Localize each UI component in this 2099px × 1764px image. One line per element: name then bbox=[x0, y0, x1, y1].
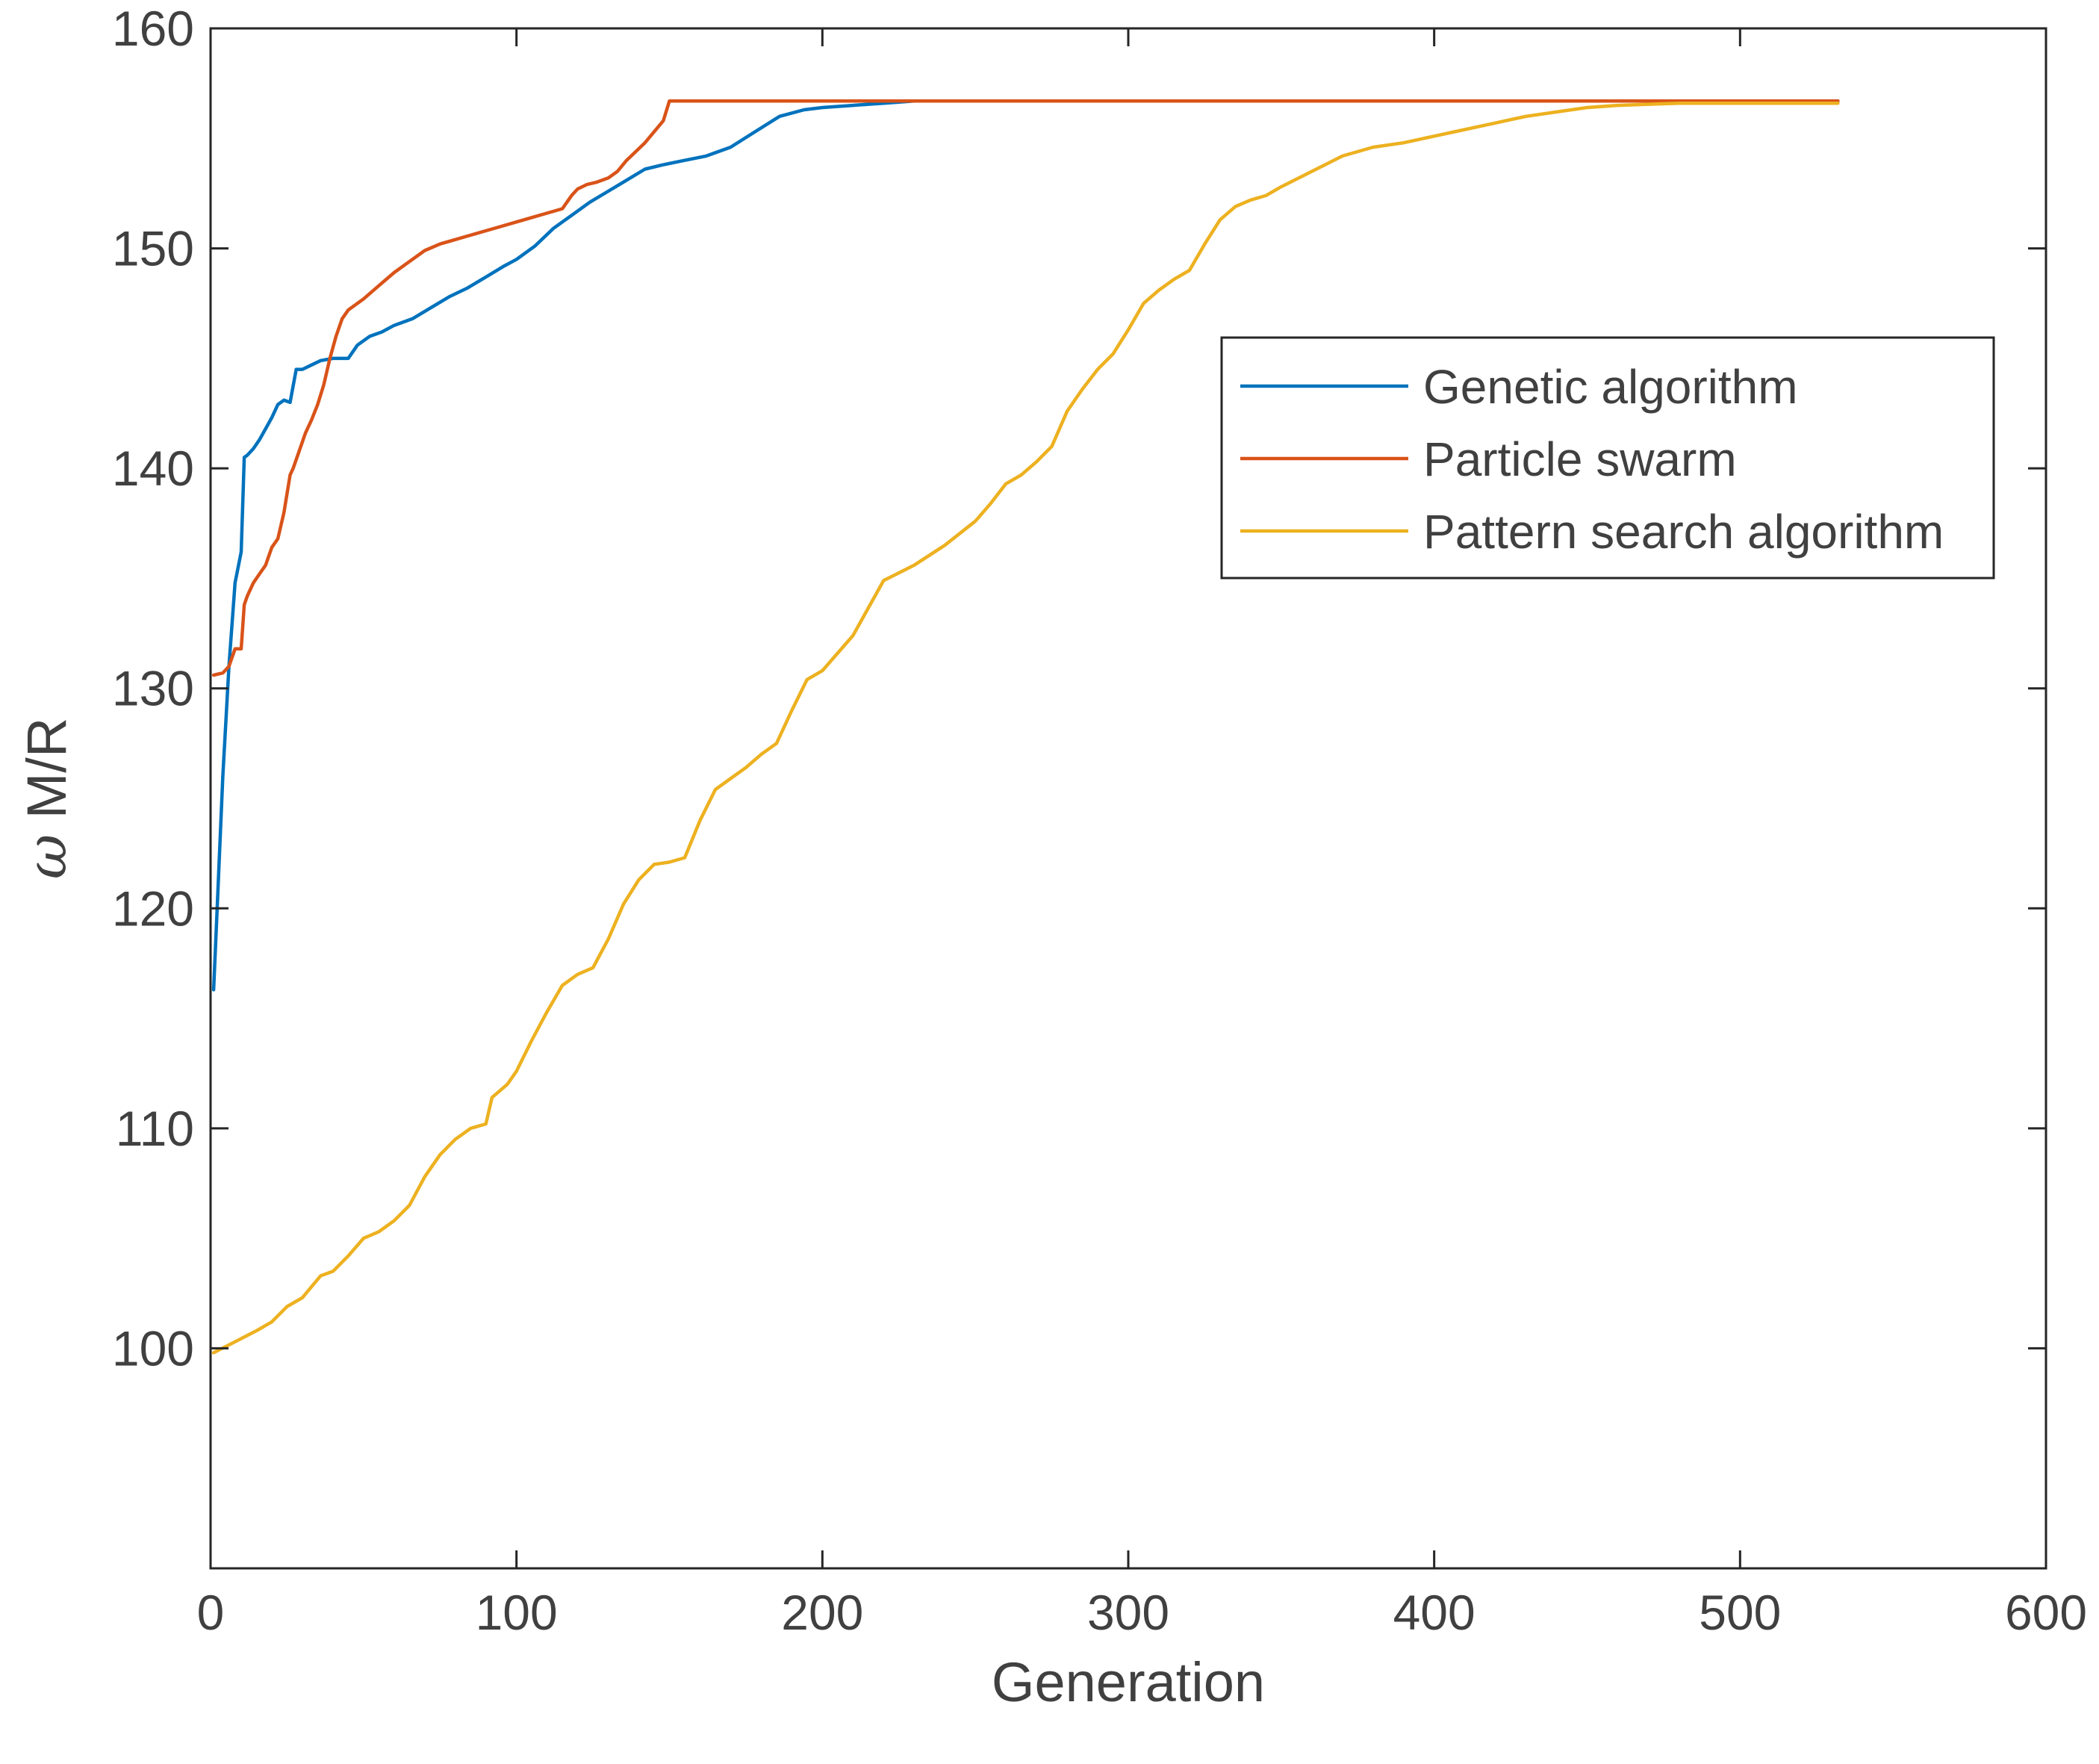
x-tick-label: 200 bbox=[781, 1585, 863, 1640]
y-axis-label-symbol: ω bbox=[15, 834, 79, 879]
series-layer bbox=[211, 99, 1840, 1355]
x-tick-label: 100 bbox=[476, 1585, 558, 1640]
series-line-particle-swarm bbox=[211, 99, 1840, 677]
legend-label: Pattern search algorithm bbox=[1423, 505, 1944, 559]
y-tick-label: 150 bbox=[112, 221, 194, 276]
y-axis-label-text: M/R bbox=[16, 718, 78, 834]
legend-label: Genetic algorithm bbox=[1423, 360, 1798, 414]
y-tick-label: 100 bbox=[112, 1320, 194, 1376]
series-line-genetic-algorithm bbox=[211, 99, 1840, 992]
x-tick-label: 600 bbox=[2005, 1585, 2087, 1640]
legend-label: Particle swarm bbox=[1423, 432, 1737, 486]
series-line-pattern-search-algorithm bbox=[211, 101, 1840, 1355]
x-axis-label: Generation bbox=[992, 1651, 1265, 1713]
y-tick-label: 130 bbox=[112, 661, 194, 716]
x-tick-label: 500 bbox=[1699, 1585, 1781, 1640]
y-tick-label: 120 bbox=[112, 881, 194, 936]
x-tick-label: 0 bbox=[197, 1585, 225, 1640]
x-tick-label: 300 bbox=[1087, 1585, 1169, 1640]
y-tick-label: 110 bbox=[116, 1101, 194, 1156]
y-axis-label: ω M/R bbox=[15, 718, 79, 880]
legend: Genetic algorithm Particle swarm Pattern s… bbox=[1220, 336, 1995, 580]
x-tick-label: 400 bbox=[1393, 1585, 1475, 1640]
y-tick-label: 140 bbox=[112, 441, 194, 496]
axes-layer: 0 100 200 300 400 500 600 100 110 120 130 140 150 160… bbox=[15, 1, 2087, 1713]
y-tick-label: 160 bbox=[112, 1, 194, 56]
